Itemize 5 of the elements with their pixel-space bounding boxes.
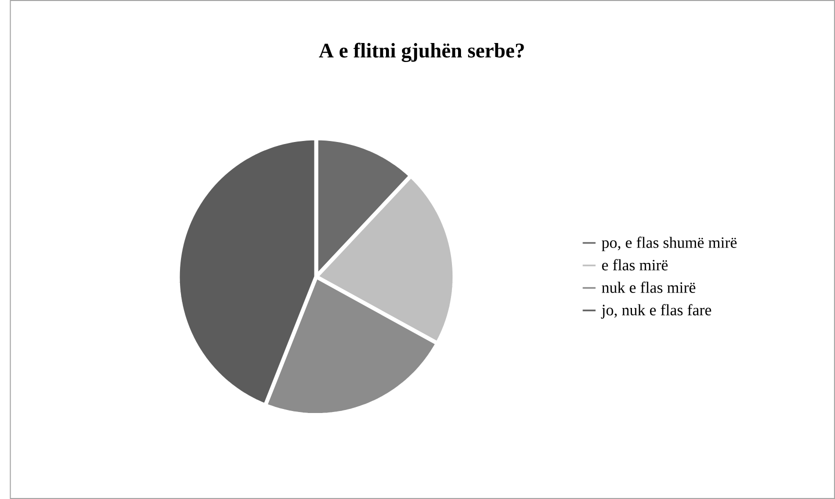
chart-title: A e flitni gjuhën serbe? [318, 42, 524, 62]
legend-label: jo, nuk e flas fare [601, 304, 712, 319]
legend-label: po, e flas shumë mirë [602, 236, 737, 252]
legend-label: e flas mirë [602, 259, 668, 270]
legend-label: nuk e flas mirë [602, 282, 696, 293]
